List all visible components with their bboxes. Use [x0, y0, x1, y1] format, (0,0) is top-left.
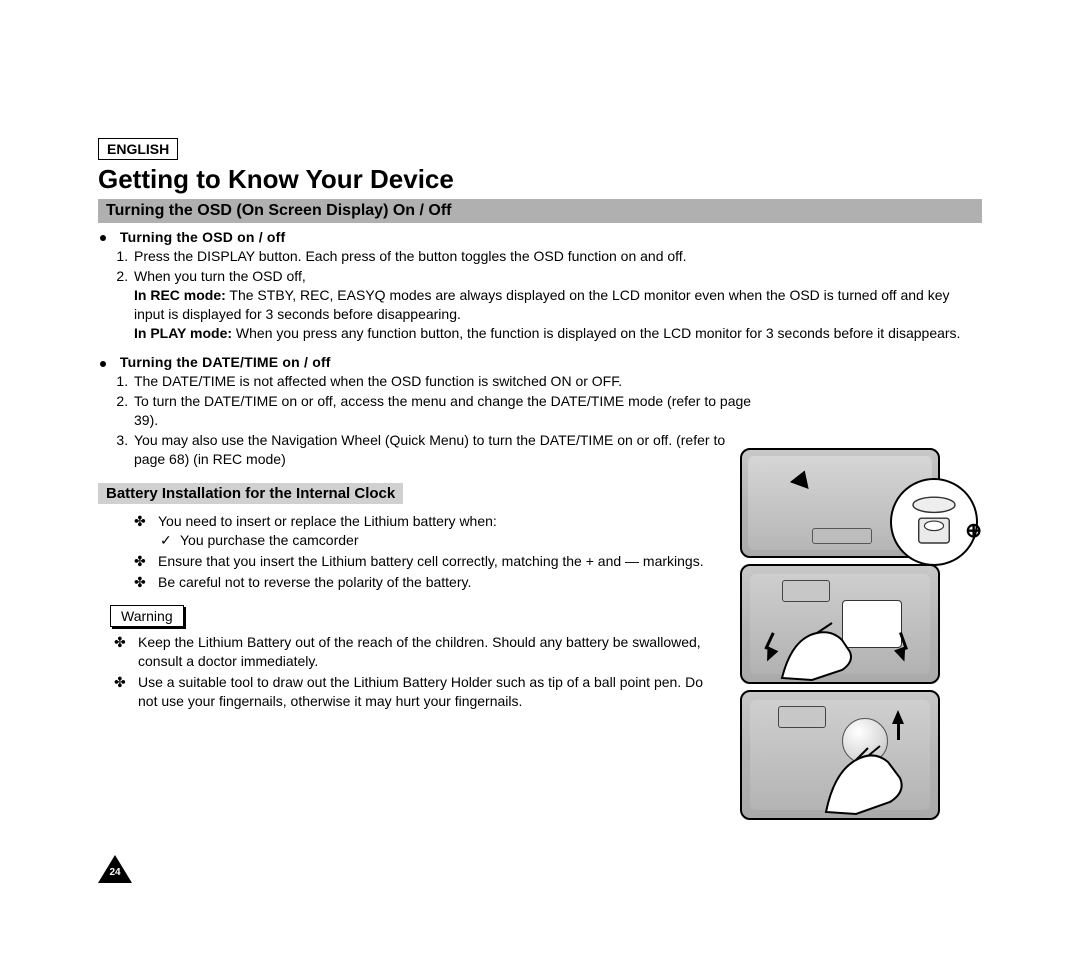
list-item: Use a suitable tool to draw out the Lith… [138, 673, 718, 711]
subheading-datetime-onoff: Turning the DATE/TIME on / off [116, 354, 982, 370]
battery-check-list: You purchase the camcorder [180, 531, 718, 550]
osd-steps-list: Press the DISPLAY button. Each press of … [132, 247, 982, 342]
list-item: To turn the DATE/TIME on or off, access … [132, 392, 752, 430]
hand-icon [772, 618, 892, 684]
illustration-panel-3 [740, 690, 940, 820]
hand-icon [816, 742, 926, 820]
callout-circle: ⊕ [890, 478, 978, 566]
page-number: 24 [105, 867, 125, 878]
plus-icon: ⊕ [965, 518, 982, 543]
list-item: You may also use the Navigation Wheel (Q… [132, 431, 752, 469]
list-item: The DATE/TIME is not affected when the O… [132, 372, 752, 391]
warning-bullets: Keep the Lithium Battery out of the reac… [138, 633, 718, 711]
bullet-dot-icon [100, 361, 106, 367]
arrow-up-icon [892, 710, 904, 724]
illustration-panel-2 [740, 564, 940, 684]
section-heading-osd: Turning the OSD (On Screen Display) On /… [98, 199, 982, 223]
list-item: You purchase the camcorder [180, 531, 718, 550]
list-item: Ensure that you insert the Lithium batte… [158, 552, 718, 571]
datetime-steps-list: The DATE/TIME is not affected when the O… [132, 372, 752, 468]
bullet-dot-icon [100, 235, 106, 241]
list-item: Press the DISPLAY button. Each press of … [132, 247, 982, 266]
list-item: Keep the Lithium Battery out of the reac… [138, 633, 718, 671]
subheading-osd-onoff: Turning the OSD on / off [116, 229, 982, 245]
page-title: Getting to Know Your Device [98, 164, 982, 195]
list-item: You need to insert or replace the Lithiu… [158, 512, 718, 550]
illustration-column: ⊕ [740, 448, 980, 828]
list-item: Be careful not to reverse the polarity o… [158, 573, 718, 592]
triangle-icon: 24 [98, 855, 132, 883]
section-heading-battery: Battery Installation for the Internal Cl… [98, 483, 403, 504]
list-item: When you turn the OSD off, In REC mode: … [132, 267, 982, 343]
warning-label-box: Warning [110, 605, 184, 627]
language-badge: ENGLISH [98, 138, 178, 160]
battery-bullets: You need to insert or replace the Lithiu… [158, 512, 718, 592]
